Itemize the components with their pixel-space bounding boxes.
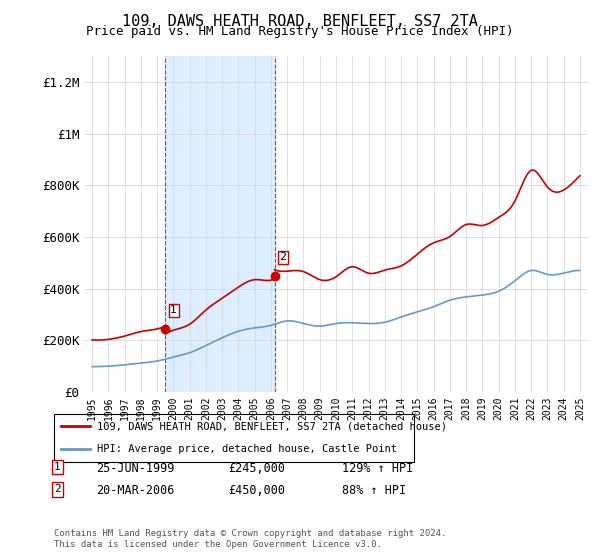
Text: 1: 1 — [54, 462, 61, 472]
Text: £245,000: £245,000 — [228, 462, 285, 475]
Text: HPI: Average price, detached house, Castle Point: HPI: Average price, detached house, Cast… — [97, 444, 397, 454]
Text: 2: 2 — [280, 252, 287, 262]
Text: 20-MAR-2006: 20-MAR-2006 — [96, 484, 175, 497]
Text: Contains HM Land Registry data © Crown copyright and database right 2024.
This d: Contains HM Land Registry data © Crown c… — [54, 529, 446, 549]
Bar — [165, 56, 275, 392]
Text: 129% ↑ HPI: 129% ↑ HPI — [342, 462, 413, 475]
Text: £450,000: £450,000 — [228, 484, 285, 497]
Text: 109, DAWS HEATH ROAD, BENFLEET, SS7 2TA: 109, DAWS HEATH ROAD, BENFLEET, SS7 2TA — [122, 14, 478, 29]
Text: Price paid vs. HM Land Registry's House Price Index (HPI): Price paid vs. HM Land Registry's House … — [86, 25, 514, 38]
Text: 2: 2 — [54, 484, 61, 494]
Text: 1: 1 — [170, 305, 177, 315]
Text: 25-JUN-1999: 25-JUN-1999 — [96, 462, 175, 475]
Text: 88% ↑ HPI: 88% ↑ HPI — [342, 484, 406, 497]
Text: 109, DAWS HEATH ROAD, BENFLEET, SS7 2TA (detached house): 109, DAWS HEATH ROAD, BENFLEET, SS7 2TA … — [97, 421, 447, 431]
